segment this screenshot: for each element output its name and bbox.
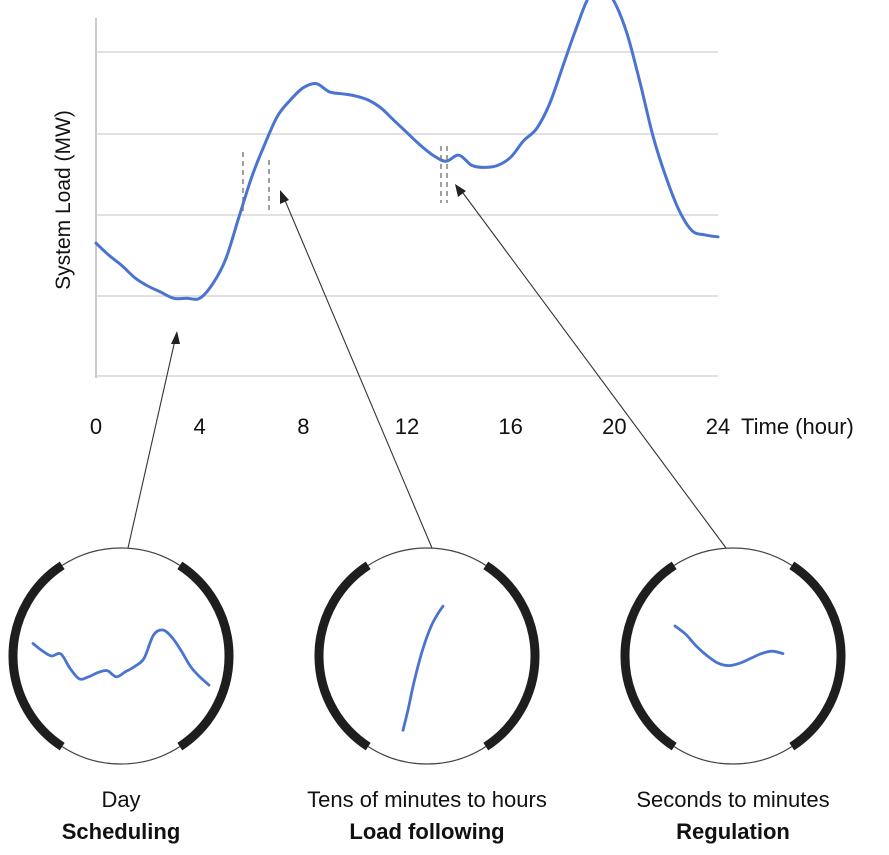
pointer-arrows bbox=[127, 184, 727, 549]
scheduling-inset bbox=[8, 547, 234, 765]
x-tick-16: 16 bbox=[498, 414, 522, 439]
load-following-lens-bottom-arc bbox=[367, 746, 487, 765]
x-tick-24: 24 bbox=[706, 414, 730, 439]
load-following-time-scale: Tens of minutes to hours bbox=[307, 787, 547, 812]
load-following-lens-top-arc bbox=[367, 547, 487, 566]
regulation-inset bbox=[620, 547, 846, 765]
regulation-zoom-curve bbox=[673, 624, 785, 667]
scheduling-lens-top-arc bbox=[61, 547, 181, 566]
load-following-inset bbox=[314, 547, 540, 765]
scheduling-pointer bbox=[127, 339, 176, 549]
zoom-insets bbox=[8, 547, 846, 765]
x-tick-labels: 0 4 8 12 16 20 24 bbox=[90, 414, 730, 439]
load-following-label: Load following bbox=[349, 819, 504, 844]
scheduling-lens-bottom-arc bbox=[61, 746, 181, 765]
x-tick-8: 8 bbox=[297, 414, 309, 439]
system-load-curve bbox=[94, 0, 720, 301]
main-chart: 0 4 8 12 16 20 24 System Load (MW) Time (hour) bbox=[52, 0, 854, 439]
regulation-lens-left-bracket bbox=[620, 561, 677, 751]
regulation-time-scale: Seconds to minutes bbox=[636, 787, 829, 812]
load-following-arrow-head bbox=[280, 190, 289, 204]
scheduling-time-scale: Day bbox=[101, 787, 140, 812]
regulation-lens-right-bracket bbox=[789, 561, 846, 751]
regulation-lens-top-arc bbox=[673, 547, 793, 566]
scheduling-arrow-head bbox=[171, 331, 180, 344]
grid-lines bbox=[96, 51, 718, 377]
load-following-window-marker bbox=[242, 152, 270, 212]
load-following-pointer bbox=[283, 197, 433, 549]
x-tick-4: 4 bbox=[194, 414, 206, 439]
regulation-pointer bbox=[462, 192, 727, 549]
x-axis-label: Time (hour) bbox=[741, 414, 854, 439]
captions: Day Scheduling Tens of minutes to hours … bbox=[62, 787, 830, 844]
scheduling-lens-left-bracket bbox=[8, 561, 65, 751]
scheduling-zoom-curve bbox=[31, 628, 211, 687]
load-following-lens-left-bracket bbox=[314, 561, 371, 751]
regulation-label: Regulation bbox=[676, 819, 790, 844]
x-tick-0: 0 bbox=[90, 414, 102, 439]
regulation-lens-bottom-arc bbox=[673, 746, 793, 765]
regulation-arrow-head bbox=[455, 184, 466, 197]
load-following-zoom-curve bbox=[401, 604, 445, 732]
scheduling-label: Scheduling bbox=[62, 819, 181, 844]
regulation-window-marker bbox=[440, 146, 448, 203]
load-following-lens-right-bracket bbox=[483, 561, 540, 751]
x-tick-12: 12 bbox=[395, 414, 419, 439]
x-tick-20: 20 bbox=[602, 414, 626, 439]
scheduling-lens-right-bracket bbox=[177, 561, 234, 751]
y-axis-label: System Load (MW) bbox=[52, 110, 75, 290]
